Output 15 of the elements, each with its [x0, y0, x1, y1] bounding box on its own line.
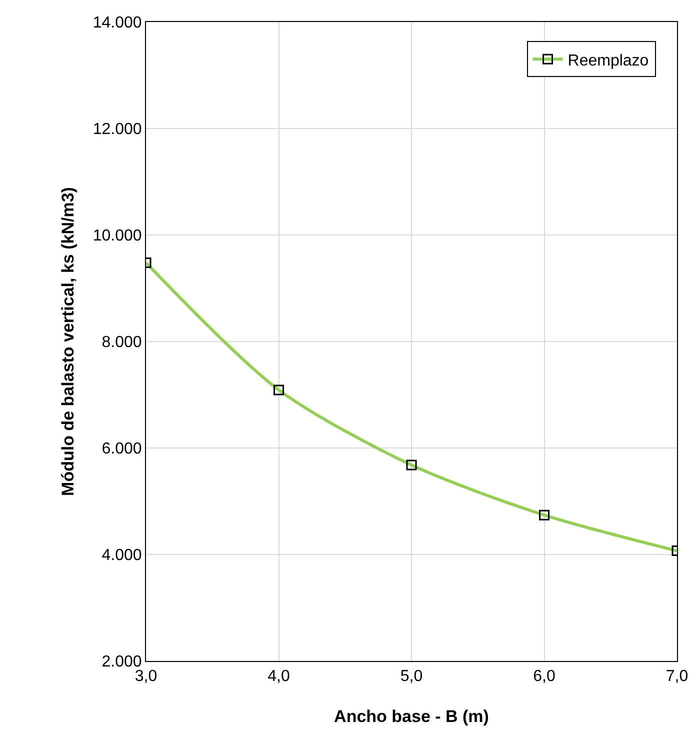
- y-tick-label: 6.000: [102, 440, 142, 458]
- y-tick-label: 12.000: [92, 121, 142, 138]
- y-tick-label: 14.000: [92, 14, 142, 32]
- legend-label: Reemplazo: [568, 52, 649, 70]
- y-axis-title: Módulo de balasto vertical, ks (kN/m3): [58, 187, 78, 496]
- x-tick-label: 6,0: [533, 668, 556, 686]
- x-tick-label: 3,0: [134, 668, 158, 686]
- x-axis-title: Ancho base - B (m): [334, 707, 489, 726]
- x-tick-label: 7,0: [666, 668, 688, 686]
- x-tick-label: 5,0: [400, 668, 423, 686]
- y-tick-label: 10.000: [92, 228, 142, 245]
- y-tick-label: 2.000: [102, 654, 142, 671]
- y-tick-label: 4.000: [102, 547, 142, 564]
- y-tick-label: 8.000: [102, 334, 142, 352]
- x-tick-label: 4,0: [268, 668, 290, 686]
